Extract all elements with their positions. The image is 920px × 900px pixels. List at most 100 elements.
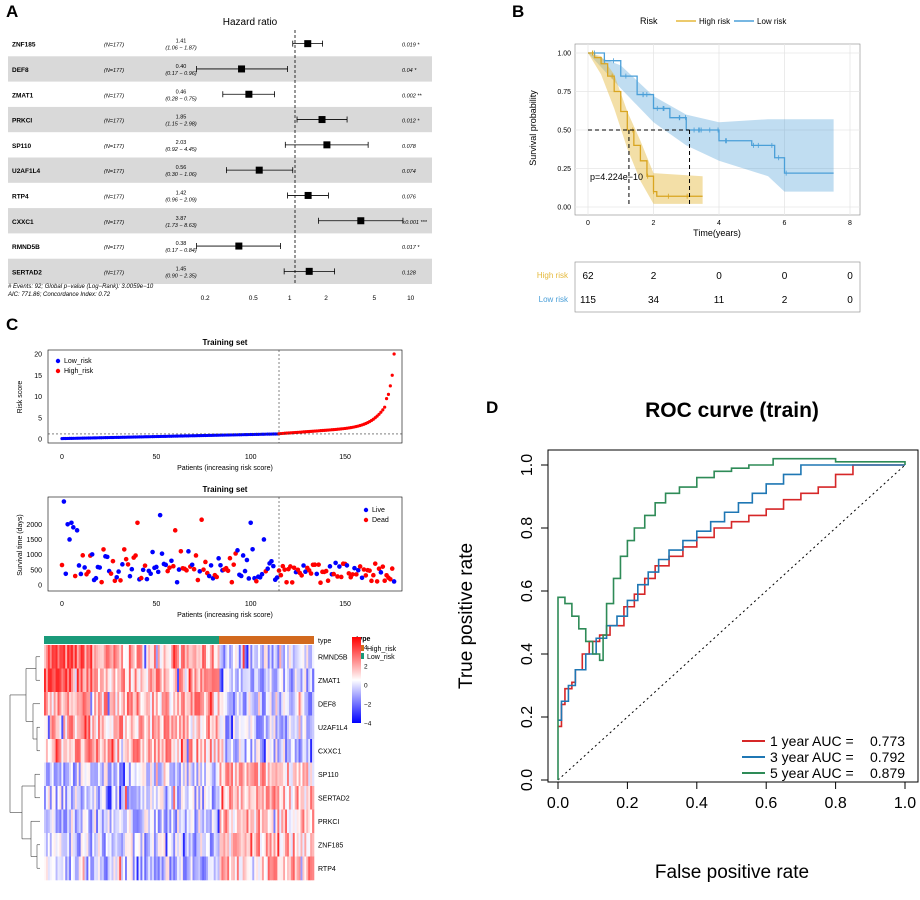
heatmap-cell — [128, 692, 132, 716]
heatmap-cell — [65, 786, 68, 810]
heatmap-cell — [275, 856, 278, 881]
surv-dot-dead — [135, 520, 140, 526]
heatmap-cell — [206, 762, 209, 787]
surv-dot-dead — [214, 574, 220, 580]
heatmap-cell — [273, 762, 276, 787]
heatmap-cell — [252, 809, 255, 834]
heatmap-cell — [246, 715, 249, 740]
heatmap-cell — [288, 668, 292, 693]
heatmap-cell — [200, 645, 203, 669]
heatmap-cell — [219, 833, 222, 857]
heatmap-cell — [238, 645, 242, 669]
roc-legend-auc: 0.792 — [870, 749, 905, 765]
heatmap-cell — [105, 762, 108, 787]
heatmap-cell — [55, 809, 58, 834]
risk-dot-high — [377, 412, 381, 416]
heatmap-cell — [236, 645, 240, 669]
heatmap-cell — [188, 786, 191, 810]
heatmap-cell — [63, 762, 66, 787]
heatmap-cell — [76, 856, 80, 881]
heatmap-cell — [182, 668, 186, 693]
heatmap-cell — [288, 762, 292, 787]
heatmap-cell — [182, 786, 186, 810]
heatmap-cell — [71, 692, 74, 716]
heatmap-cell — [51, 715, 54, 740]
heatmap-cell — [150, 833, 153, 857]
heatmap-cell — [287, 786, 290, 810]
heatmap-cell — [209, 645, 213, 669]
heatmap-cell — [312, 715, 315, 740]
heatmap-cell — [90, 715, 93, 740]
heatmap-cell — [159, 739, 162, 763]
heatmap-cell — [252, 833, 255, 857]
heatmap-cell — [167, 739, 170, 763]
heatmap-cell — [175, 809, 178, 834]
heatmap-cell — [142, 645, 145, 669]
heatmap-cell — [157, 739, 161, 763]
heatmap-cell — [188, 645, 191, 669]
roc-x-tick: 0.4 — [686, 795, 708, 812]
heatmap-cell — [233, 833, 236, 857]
heatmap-cell — [310, 762, 313, 787]
heatmap-cell — [49, 715, 53, 740]
heatmap-scale-tick: 2 — [364, 664, 368, 671]
heatmap-cell — [165, 809, 168, 834]
heatmap-cell — [94, 809, 97, 834]
heatmap-cell — [219, 668, 222, 693]
heatmap-cell — [96, 786, 99, 810]
heatmap-cell — [204, 668, 207, 693]
heatmap-cell — [217, 715, 220, 740]
heatmap-cell — [248, 739, 251, 763]
heatmap-cell — [254, 739, 257, 763]
heatmap-cell — [206, 786, 209, 810]
heatmap-cell — [61, 786, 64, 810]
heatmap-cell — [271, 809, 274, 834]
heatmap-cell — [231, 833, 234, 857]
surv-dot-live — [114, 575, 120, 580]
heatmap-cell — [179, 833, 182, 857]
surv-y-tick: 1500 — [26, 537, 42, 544]
heatmap-cell — [248, 668, 251, 693]
surv-dot-dead — [363, 573, 369, 578]
heatmap-cell — [260, 833, 263, 857]
heatmap-cell — [244, 856, 247, 881]
km-curve-high — [588, 52, 703, 197]
heatmap-cell — [90, 739, 93, 763]
heatmap-cell — [163, 809, 166, 834]
heatmap-cell — [184, 786, 188, 810]
heatmap-cell — [169, 856, 172, 881]
heatmap-cell — [126, 739, 130, 763]
surv-dot-live — [189, 562, 195, 568]
heatmap-cell — [171, 762, 174, 787]
heatmap-cell — [148, 786, 151, 810]
heatmap-cell — [125, 645, 128, 669]
heatmap-cell — [242, 715, 245, 740]
heatmap-cell — [246, 762, 249, 787]
heatmap-cell — [211, 645, 215, 669]
heatmap-cell — [180, 786, 184, 810]
heatmap-cell — [78, 692, 81, 716]
heatmap-cell — [45, 739, 49, 763]
heatmap-cell — [167, 645, 170, 669]
risk-plot-area — [47, 349, 403, 444]
heatmap-cell — [136, 692, 139, 716]
heatmap-cell — [136, 809, 139, 834]
heatmap-cell — [177, 762, 180, 787]
heatmap-cell — [49, 645, 53, 669]
forest-p-value: 0.078 — [402, 144, 417, 150]
heatmap-cell — [269, 692, 272, 716]
heatmap-cell — [302, 809, 305, 834]
km-y-tick: 0.75 — [557, 89, 571, 96]
risk-x-tick: 0 — [60, 454, 64, 461]
heatmap-cell — [88, 692, 91, 716]
surv-dot-live — [218, 562, 223, 568]
heatmap-cell — [150, 762, 153, 787]
surv-dot-dead — [284, 579, 289, 585]
heatmap-cell — [132, 692, 135, 716]
heatmap-cell — [71, 786, 74, 810]
heatmap-cell — [74, 692, 78, 716]
heatmap-cell — [310, 739, 313, 763]
heatmap-cell — [123, 715, 126, 740]
heatmap-cell — [132, 739, 135, 763]
